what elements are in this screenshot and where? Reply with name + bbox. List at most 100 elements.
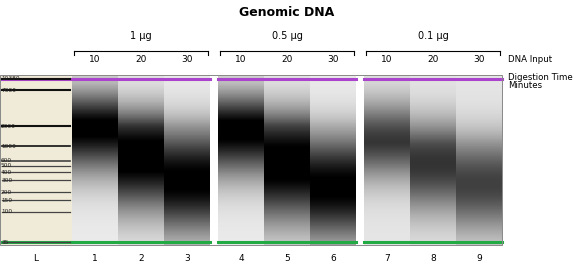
Bar bbox=[218, 141, 264, 142]
Bar bbox=[164, 120, 210, 121]
Bar bbox=[364, 142, 410, 143]
Bar bbox=[118, 105, 164, 106]
Bar bbox=[456, 208, 502, 209]
Bar bbox=[410, 229, 456, 230]
Bar bbox=[164, 203, 210, 204]
Bar bbox=[218, 232, 264, 233]
Bar bbox=[118, 116, 164, 117]
Bar bbox=[410, 159, 456, 160]
Bar bbox=[218, 192, 264, 193]
Bar bbox=[410, 78, 456, 79]
Bar bbox=[264, 155, 310, 156]
Bar bbox=[310, 224, 356, 225]
Bar bbox=[364, 149, 410, 150]
Bar bbox=[264, 79, 310, 80]
Bar bbox=[456, 178, 502, 179]
Bar bbox=[310, 232, 356, 233]
Bar bbox=[364, 99, 410, 100]
Bar bbox=[410, 179, 456, 180]
Bar bbox=[364, 147, 410, 148]
Bar bbox=[410, 145, 456, 146]
Bar bbox=[218, 98, 264, 99]
Bar bbox=[164, 147, 210, 148]
Bar bbox=[218, 126, 264, 127]
Bar bbox=[72, 179, 118, 180]
Bar bbox=[164, 226, 210, 227]
Bar bbox=[72, 204, 118, 205]
Bar bbox=[218, 215, 264, 216]
Text: 600: 600 bbox=[1, 158, 12, 163]
Text: 10: 10 bbox=[235, 55, 247, 64]
Bar bbox=[72, 95, 118, 96]
Bar bbox=[410, 197, 456, 198]
Bar bbox=[410, 230, 456, 231]
Bar bbox=[164, 162, 210, 163]
Bar bbox=[72, 200, 118, 201]
Bar bbox=[218, 114, 264, 115]
Bar bbox=[164, 118, 210, 119]
Bar bbox=[410, 88, 456, 89]
Bar bbox=[72, 143, 118, 144]
Bar bbox=[364, 140, 410, 141]
Bar bbox=[456, 243, 502, 244]
Bar bbox=[410, 140, 456, 141]
Bar bbox=[218, 111, 264, 112]
Bar bbox=[72, 167, 118, 168]
Bar bbox=[310, 149, 356, 150]
Bar bbox=[410, 172, 456, 173]
Bar bbox=[118, 232, 164, 233]
Bar bbox=[218, 210, 264, 211]
Bar bbox=[72, 118, 118, 119]
Bar bbox=[118, 178, 164, 179]
Bar bbox=[218, 150, 264, 151]
Bar bbox=[118, 132, 164, 133]
Bar bbox=[118, 127, 164, 128]
Bar bbox=[72, 116, 118, 117]
Bar bbox=[118, 135, 164, 136]
Bar bbox=[164, 98, 210, 99]
Bar bbox=[118, 171, 164, 172]
Bar bbox=[118, 210, 164, 211]
Bar bbox=[364, 220, 410, 221]
Bar bbox=[410, 75, 456, 76]
Bar bbox=[456, 153, 502, 154]
Bar bbox=[218, 127, 264, 128]
Bar bbox=[310, 140, 356, 141]
Bar bbox=[218, 170, 264, 171]
Bar bbox=[410, 84, 456, 85]
Bar bbox=[72, 224, 118, 225]
Bar bbox=[310, 240, 356, 241]
Bar bbox=[456, 87, 502, 88]
Bar bbox=[410, 141, 456, 142]
Bar bbox=[118, 164, 164, 165]
Bar bbox=[264, 222, 310, 223]
Bar bbox=[364, 242, 410, 243]
Bar bbox=[310, 98, 356, 99]
Bar bbox=[264, 89, 310, 90]
Bar bbox=[118, 175, 164, 176]
Bar bbox=[456, 148, 502, 149]
Bar bbox=[264, 233, 310, 234]
Bar bbox=[218, 149, 264, 150]
Bar bbox=[72, 191, 118, 192]
Text: 20: 20 bbox=[281, 55, 293, 64]
Bar bbox=[218, 224, 264, 225]
Bar bbox=[364, 219, 410, 220]
Bar bbox=[456, 83, 502, 84]
Bar bbox=[310, 196, 356, 197]
Bar bbox=[310, 122, 356, 123]
Bar bbox=[72, 197, 118, 198]
Bar bbox=[118, 100, 164, 101]
Bar bbox=[164, 89, 210, 90]
Bar bbox=[118, 181, 164, 182]
Bar bbox=[456, 108, 502, 109]
Bar bbox=[164, 107, 210, 108]
Bar bbox=[218, 123, 264, 124]
Bar bbox=[310, 130, 356, 131]
Bar bbox=[218, 129, 264, 130]
Bar bbox=[364, 212, 410, 213]
Bar bbox=[164, 192, 210, 193]
Bar bbox=[310, 131, 356, 132]
Bar bbox=[0, 75, 72, 245]
Bar bbox=[310, 226, 356, 227]
